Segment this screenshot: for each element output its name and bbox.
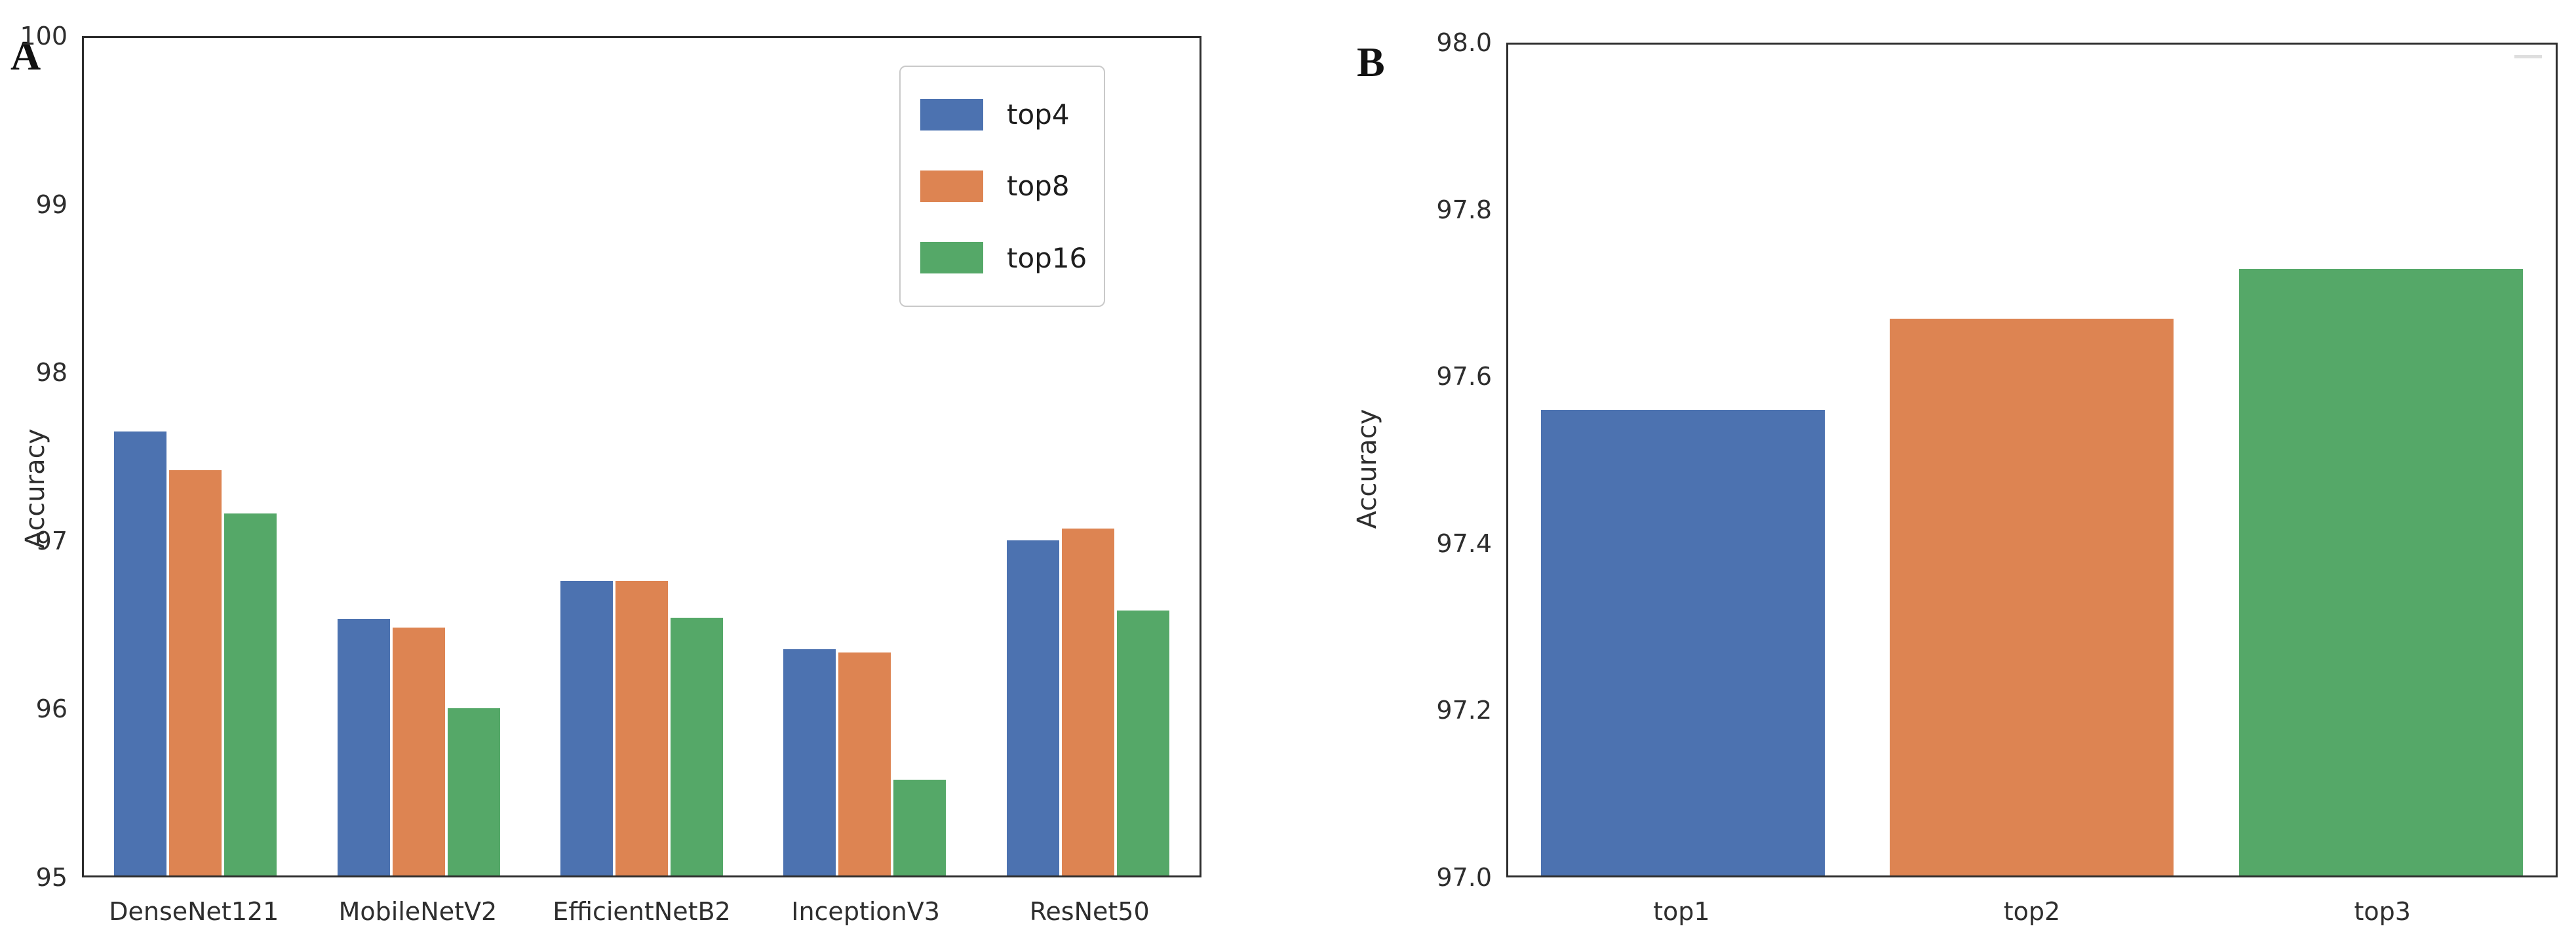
- panel-a-ytick-label: 95: [35, 863, 68, 892]
- panel-a-ytick-label: 100: [20, 22, 68, 50]
- bar-group-EfficientNetB2: [559, 38, 724, 875]
- bar-top4-ResNet50: [1006, 540, 1059, 875]
- panel-a-ytick-label: 99: [35, 190, 68, 219]
- x-category-label: top1: [1653, 897, 1710, 926]
- bar-top16-DenseNet121: [224, 513, 277, 875]
- panel-b-plot-area: [1506, 43, 2558, 877]
- panel-b-label: B: [1357, 39, 1385, 85]
- x-category-label: MobileNetV2: [338, 897, 498, 926]
- legend-swatch-top4: [920, 98, 983, 130]
- bar-group-ResNet50: [1005, 38, 1171, 875]
- x-category-label: ResNet50: [1029, 897, 1150, 926]
- legend-swatch-top16: [920, 242, 983, 274]
- bar-top8-InceptionV3: [838, 652, 891, 875]
- bar-top3: [2239, 269, 2524, 875]
- panel-b-ytick-label: 97.0: [1436, 863, 1492, 892]
- bar-top8-DenseNet121: [169, 470, 222, 875]
- panel-a-y-axis-title: Accuracy: [20, 428, 50, 549]
- x-category-label: EfficientNetB2: [553, 897, 731, 926]
- panel-b-ytick-label: 97.2: [1436, 696, 1492, 725]
- bar-group-MobileNetV2: [336, 38, 501, 875]
- bar-top2: [1890, 319, 2174, 875]
- bar-top8-ResNet50: [1061, 529, 1114, 875]
- panel-b-ytick-label: 98.0: [1436, 28, 1492, 57]
- panel-a-label: A: [10, 32, 41, 79]
- x-category-label: top3: [2354, 897, 2411, 926]
- panel-b-ytick-label: 97.6: [1436, 362, 1492, 391]
- panel-a-ytick-label: 96: [35, 694, 68, 724]
- legend-row-top4: top4: [920, 98, 1084, 130]
- panel-a-legend: top4 top8 top16: [899, 66, 1105, 307]
- x-category-label: top2: [2003, 897, 2061, 926]
- artifact-dash: [2514, 55, 2542, 58]
- bar-top16-ResNet50: [1116, 611, 1169, 875]
- bar-top4-DenseNet121: [114, 431, 167, 875]
- bar-top16-MobileNetV2: [447, 708, 500, 875]
- bar-top1: [1540, 410, 1825, 875]
- legend-label-top8: top8: [1007, 170, 1070, 203]
- legend-swatch-top8: [920, 170, 983, 202]
- bar-top16-InceptionV3: [893, 780, 946, 875]
- panel-b-bars: [1508, 45, 2556, 875]
- legend-row-top16: top16: [920, 241, 1087, 274]
- bar-top16-EfficientNetB2: [670, 617, 723, 875]
- bar-top4-InceptionV3: [783, 649, 836, 875]
- x-category-label: DenseNet121: [109, 897, 279, 926]
- bar-group-DenseNet121: [113, 38, 278, 875]
- bar-top8-EfficientNetB2: [615, 580, 668, 875]
- legend-label-top4: top4: [1007, 98, 1070, 131]
- bar-top8-MobileNetV2: [392, 628, 445, 875]
- panel-a-ytick-label: 98: [35, 358, 68, 388]
- panel-b-ytick-label: 97.8: [1436, 195, 1492, 224]
- panel-a-ytick-label: 97: [35, 526, 68, 555]
- panel-b-ytick-label: 97.4: [1436, 529, 1492, 558]
- panel-a-bars: [84, 38, 1200, 875]
- legend-row-top8: top8: [920, 170, 1084, 202]
- bar-top4-MobileNetV2: [337, 619, 390, 875]
- x-category-label: InceptionV3: [791, 897, 940, 926]
- panel-b-x-labels: top1 top2 top3: [1506, 897, 2558, 926]
- panel-b-y-axis-title: Accuracy: [1352, 409, 1382, 529]
- panel-a-x-labels: DenseNet121 MobileNetV2 EfficientNetB2 Ince…: [82, 897, 1201, 926]
- legend-label-top16: top16: [1007, 241, 1087, 274]
- bar-top4-EfficientNetB2: [560, 580, 613, 875]
- bar-group-InceptionV3: [782, 38, 947, 875]
